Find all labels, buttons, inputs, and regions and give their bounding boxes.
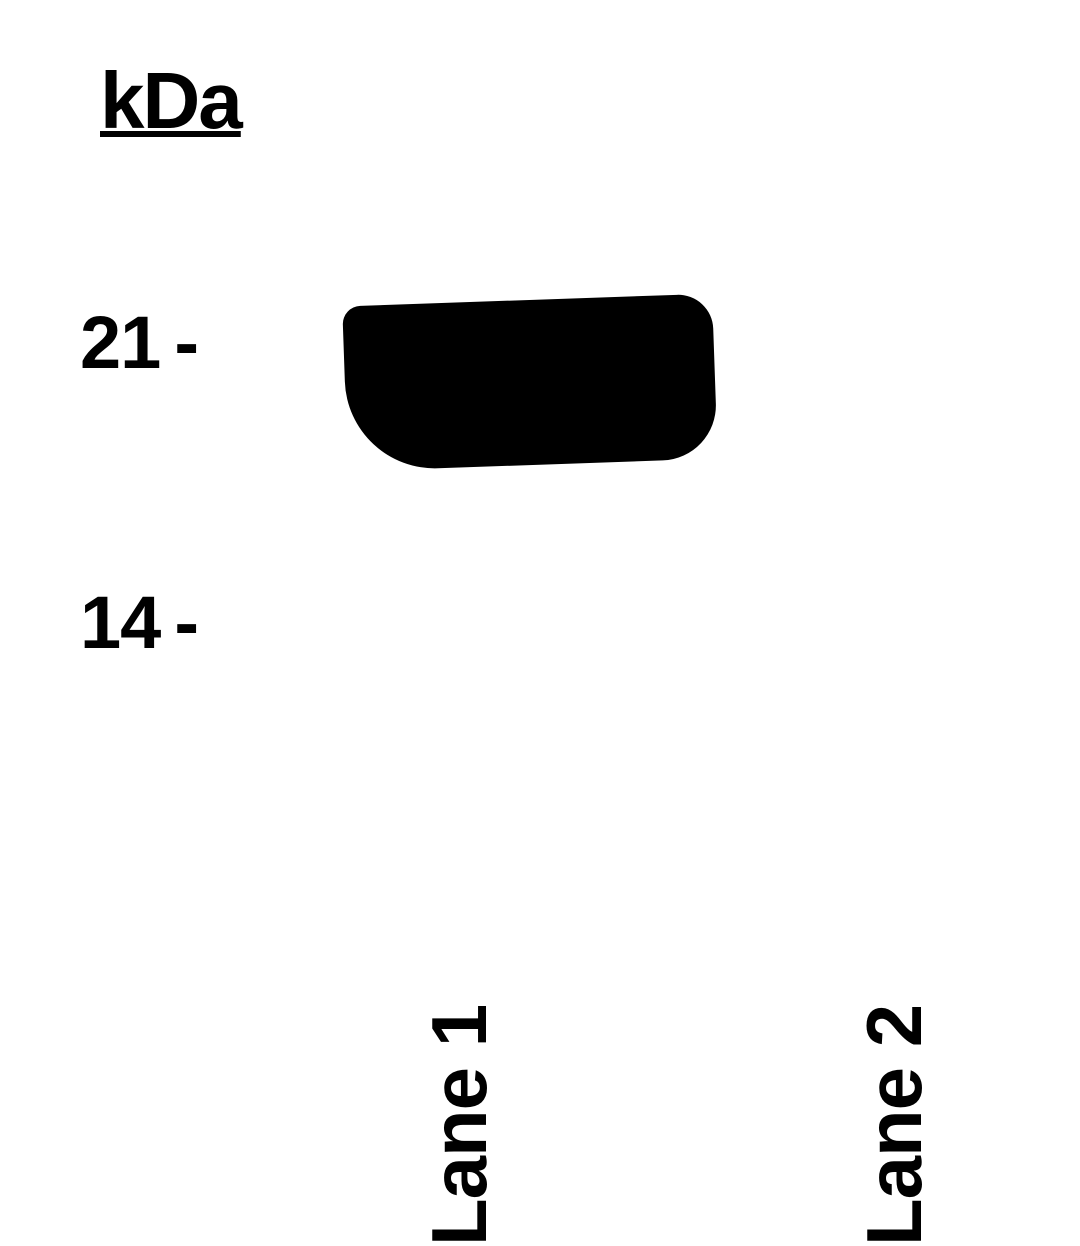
blot-band-lane1 [342, 294, 718, 472]
marker-label-21: 21- [80, 300, 198, 385]
lane-1-label: Lane 1 [414, 1005, 505, 1246]
lane-2-label: Lane 2 [849, 1005, 940, 1246]
marker-dash: - [174, 580, 198, 665]
kda-header: kDa [100, 55, 241, 147]
marker-dash: - [174, 300, 198, 385]
marker-label-14: 14- [80, 580, 198, 665]
marker-value-14: 14 [80, 581, 160, 664]
marker-value-21: 21 [80, 301, 160, 384]
